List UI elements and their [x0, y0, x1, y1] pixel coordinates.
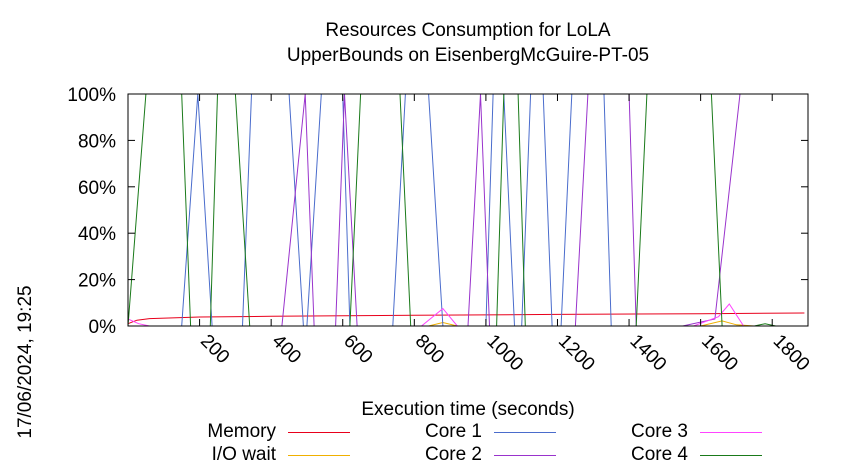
series-line-core-2: [128, 93, 805, 327]
legend-label: Memory: [207, 421, 276, 442]
y-tick-label: 100%: [67, 85, 116, 106]
plot-frame: [127, 93, 809, 327]
y-tick-label: 20%: [78, 271, 116, 292]
x-tick-label: 1800: [769, 331, 814, 376]
x-tick-label: 600: [339, 331, 376, 368]
x-tick-label: 1000: [482, 331, 527, 376]
x-tick-label: 400: [268, 331, 305, 368]
x-tick-label: 200: [196, 331, 233, 368]
series-line-core-1: [128, 93, 805, 327]
y-tick-label: 80%: [78, 131, 116, 152]
x-axis-label: Execution time (seconds): [361, 399, 575, 420]
legend-label: Core 4: [630, 444, 688, 465]
y-tick-label: 40%: [78, 224, 116, 245]
timestamp-label: 17/06/2024, 19:25: [15, 285, 36, 439]
x-tick-label: 1600: [697, 331, 742, 376]
legend-swatch: [700, 455, 762, 456]
chart-title: Resources Consumption for LoLA: [325, 20, 611, 41]
plot-lines: [127, 93, 805, 327]
x-tick-label: 800: [411, 331, 448, 368]
legend-swatch: [288, 432, 350, 433]
x-tick-label: 1200: [554, 331, 599, 376]
legend-label: Core 2: [424, 444, 482, 465]
legend-swatch: [494, 432, 556, 433]
y-tick-label: 0%: [89, 317, 117, 338]
legend-swatch: [288, 455, 350, 456]
legend-swatch: [494, 455, 556, 456]
legend-label: Core 3: [630, 421, 688, 442]
series-line-memory: [127, 312, 805, 325]
chart-subtitle: UpperBounds on EisenbergMcGuire-PT-05: [286, 45, 650, 66]
series-line-core-4: [127, 93, 805, 327]
legend-label: Core 1: [424, 421, 482, 442]
x-tick-label: 1400: [626, 331, 671, 376]
legend-label: I/O wait: [211, 444, 276, 465]
legend-swatch: [700, 432, 762, 433]
x-axis: 200 400 600 800 1000 1200 1400 1600 1800: [196, 94, 813, 375]
y-axis: 0% 20% 40% 60% 80% 100%: [67, 85, 808, 338]
y-tick-label: 60%: [78, 178, 116, 199]
